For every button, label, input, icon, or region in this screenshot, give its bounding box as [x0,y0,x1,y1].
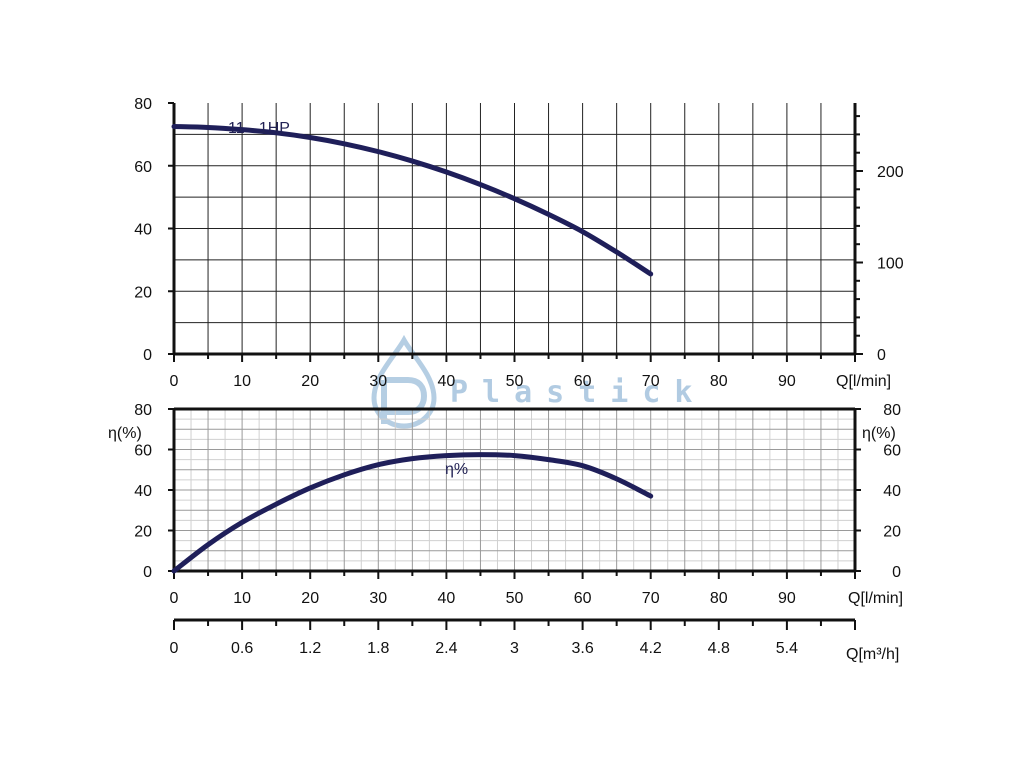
y-tick-label: 40 [134,483,152,500]
top-x-axis: 0 10 20 30 40 50 60 70 80 90 [170,354,856,390]
secondary-tick-label: 3 [510,640,519,657]
y-tick-label: 0 [143,347,152,364]
bottom-x-axis-title: Q[l/min] [848,590,903,607]
secondary-tick-label: 3.6 [571,640,593,657]
x-tick-label: 10 [233,373,251,390]
x-tick-label: 30 [369,590,387,607]
x-tick-label: 0 [170,373,179,390]
secondary-tick-label: 5.4 [776,640,798,657]
x-tick-label: 40 [438,590,456,607]
right-tick-label: 100 [877,256,904,273]
bottom-right-axis-title: η(%) [862,425,896,442]
top-grid [174,103,855,354]
x-tick-label: 70 [642,590,660,607]
top-right-axis: 0 100 200 [855,115,904,364]
right-tick-label: 200 [877,164,904,181]
y-tick-label: 80 [134,96,152,113]
y-tick-label: 40 [134,222,152,239]
watermark-text: Plastick [450,375,707,410]
x-tick-label: 90 [778,373,796,390]
secondary-tick-label: 1.8 [367,640,389,657]
top-x-axis-title: Q[l/min] [836,373,891,390]
right-tick-label: 20 [883,524,901,541]
top-y-axis: 0 20 40 60 80 [134,96,174,364]
secondary-x-axis: 0 0.6 1.2 1.8 2.4 3 3.6 4.2 4.8 5.4 [170,618,856,657]
x-tick-label: 40 [438,373,456,390]
secondary-tick-label: 0.6 [231,640,253,657]
secondary-tick-label: 2.4 [435,640,457,657]
x-tick-label: 30 [369,373,387,390]
secondary-tick-label: 1.2 [299,640,321,657]
x-tick-label: 90 [778,590,796,607]
x-tick-label: 80 [710,373,728,390]
x-tick-label: 60 [574,590,592,607]
x-tick-label: 10 [233,590,251,607]
right-tick-label: 80 [883,402,901,419]
head-curve-chart: 0 20 40 60 80 0 100 200 0 10 20 30 40 50 60 70 80 90 11… [134,96,904,390]
bottom-x-axis: 0 10 20 30 40 50 60 70 80 90 [170,571,856,607]
y-tick-label: 0 [143,564,152,581]
series-label-11-1hp: 11 - 1HP [228,120,290,137]
x-tick-label: 0 [170,590,179,607]
y-tick-label: 20 [134,284,152,301]
water-drop-logo-icon [371,334,437,429]
y-tick-label: 20 [134,524,152,541]
secondary-tick-label: 4.8 [708,640,730,657]
bottom-grid [174,409,855,571]
x-tick-label: 50 [506,373,524,390]
head-curve-line [171,124,654,277]
bottom-y-axis: 0 20 40 60 80 [134,402,174,581]
x-tick-label: 60 [574,373,592,390]
y-tick-label: 60 [134,159,152,176]
right-tick-label: 0 [877,347,886,364]
right-tick-label: 0 [892,564,901,581]
bottom-y-axis-title: η(%) [108,425,142,442]
x-tick-label: 20 [301,373,319,390]
secondary-tick-label: 0 [170,640,179,657]
y-tick-label: 80 [134,402,152,419]
x-tick-label: 70 [642,373,660,390]
watermark: Plastick [371,334,707,429]
efficiency-curve-line [171,452,654,574]
bottom-right-axis: 0 20 40 60 80 [855,402,901,581]
x-tick-label: 20 [301,590,319,607]
right-tick-label: 40 [883,483,901,500]
secondary-tick-label: 4.2 [640,640,662,657]
x-tick-label: 80 [710,590,728,607]
secondary-x-axis-title: Q[m³/h] [846,646,899,663]
y-tick-label: 60 [134,443,152,460]
x-tick-label: 50 [506,590,524,607]
series-label-eta: η% [445,461,468,478]
right-tick-label: 60 [883,443,901,460]
